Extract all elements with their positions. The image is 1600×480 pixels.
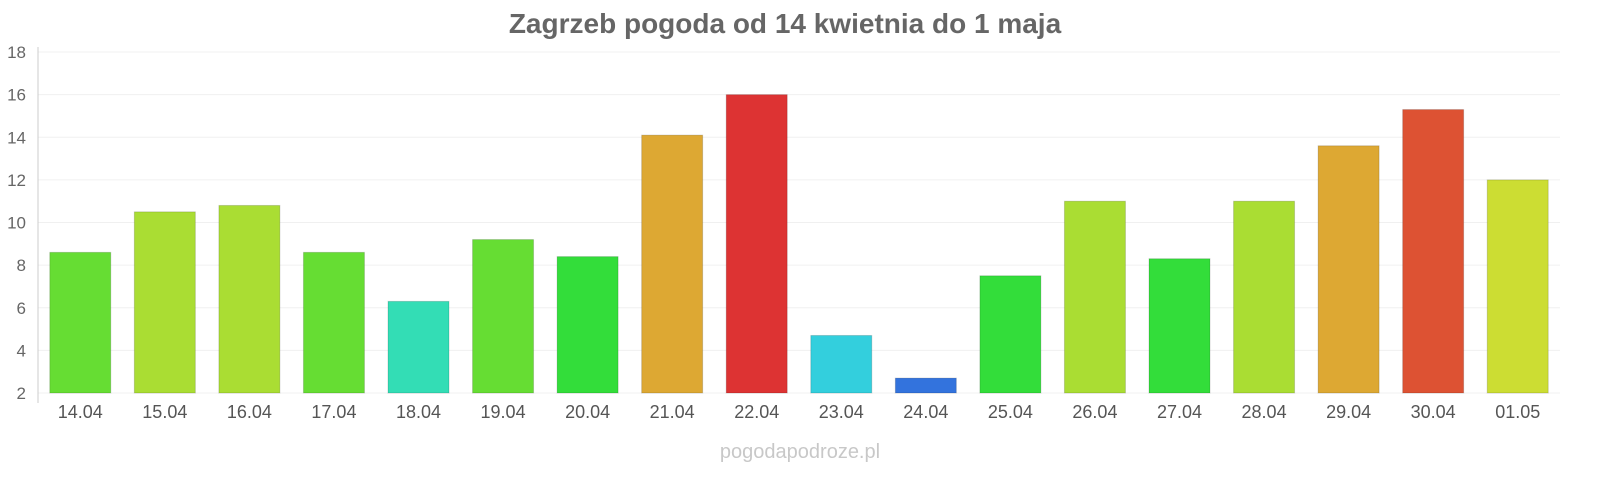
y-tick-label: 8 [17,256,26,275]
x-axis: 14.04 15.04 16.04 17.04 18.04 19.04 20.04 21.04… [58,402,1540,422]
gridlines [38,51,1560,394]
watermark: pogodapodroze.pl [720,441,880,463]
bar-27.04 [1148,258,1211,394]
bar-25.04 [979,275,1042,394]
bar-14.04 [49,251,112,394]
x-tick-label: 19.04 [481,402,526,422]
y-tick-label: 12 [7,171,26,190]
x-tick-label: 30.04 [1411,402,1456,422]
bar-15.04 [133,211,196,394]
x-tick-label: 22.04 [734,402,779,422]
bar-22.04 [725,94,788,394]
x-tick-label: 23.04 [819,402,864,422]
x-tick-label: 27.04 [1157,402,1202,422]
bar-26.04 [1063,200,1126,394]
x-tick-label: 28.04 [1242,402,1287,422]
bar-28.04 [1233,200,1296,394]
bar-01.05 [1486,179,1549,394]
y-tick-label: 4 [17,341,26,360]
x-tick-label: 29.04 [1326,402,1371,422]
bar-30.04 [1402,109,1465,394]
chart-title: Zagrzeb pogoda od 14 kwietnia do 1 maja [509,8,1062,39]
x-tick-label: 17.04 [311,402,356,422]
y-tick-label: 6 [17,299,26,318]
x-tick-label: 25.04 [988,402,1033,422]
x-tick-label: 01.05 [1495,402,1540,422]
bars [49,94,1549,394]
y-axis: 2 4 6 8 10 12 14 16 18 [7,43,39,403]
y-tick-label: 18 [7,43,26,62]
x-tick-label: 24.04 [903,402,948,422]
x-tick-label: 14.04 [58,402,103,422]
x-tick-label: 21.04 [650,402,695,422]
y-tick-label: 2 [17,384,26,403]
y-tick-label: 10 [7,214,26,233]
bar-16.04 [218,204,281,394]
x-tick-label: 26.04 [1072,402,1117,422]
bar-21.04 [641,134,704,394]
y-tick-label: 16 [7,86,26,105]
bar-18.04 [387,300,450,394]
bar-19.04 [472,239,535,394]
y-tick-label: 14 [7,128,26,147]
x-tick-label: 18.04 [396,402,441,422]
bar-20.04 [556,256,619,394]
x-tick-label: 15.04 [142,402,187,422]
x-tick-label: 16.04 [227,402,272,422]
bar-17.04 [302,251,365,394]
bar-24.04 [894,377,957,394]
x-tick-label: 20.04 [565,402,610,422]
bar-29.04 [1317,145,1380,394]
bar-23.04 [810,334,873,394]
